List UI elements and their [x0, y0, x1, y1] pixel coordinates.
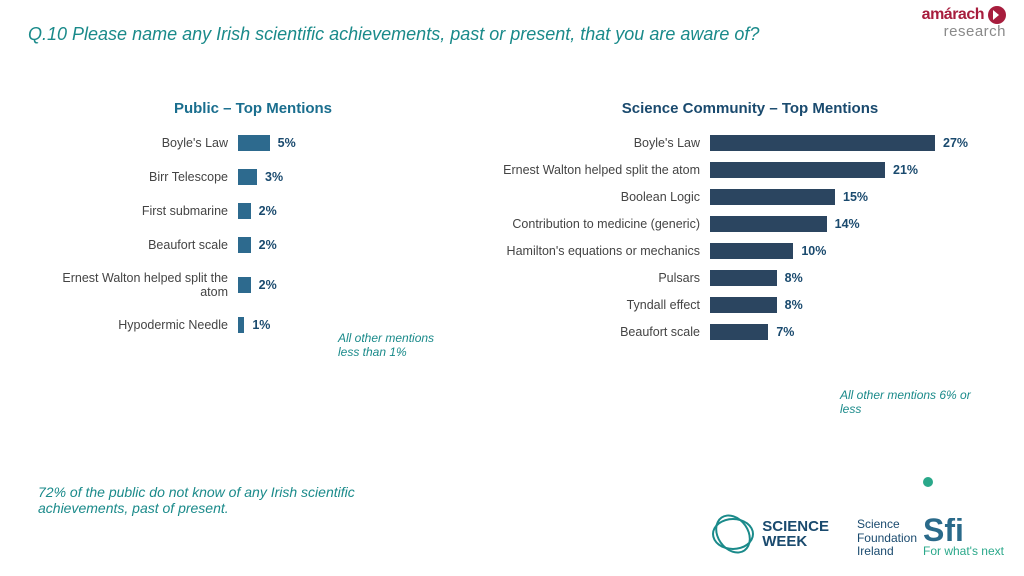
bar-label: Birr Telescope	[38, 170, 238, 184]
question-title: Q.10 Please name any Irish scientific ac…	[28, 24, 878, 45]
sfi-tag: For what's next	[923, 544, 1004, 558]
bar-label: Beaufort scale	[500, 325, 710, 339]
bar	[710, 216, 827, 232]
bar	[710, 297, 777, 313]
bar-value: 2%	[251, 278, 277, 292]
sfi-dot-icon	[923, 477, 933, 487]
bar	[710, 324, 768, 340]
bar-row: Tyndall effect 8%	[500, 297, 1000, 313]
footer-logos: SCIENCE WEEK Science Foundation Ireland …	[708, 477, 1004, 558]
bar-value: 8%	[777, 298, 803, 312]
bar-label: Boolean Logic	[500, 190, 710, 204]
bar-row: Beaufort scale 7%	[500, 324, 1000, 340]
bar-value: 10%	[793, 244, 826, 258]
bar-value: 7%	[768, 325, 794, 339]
bar-row: Boyle's Law 27%	[500, 135, 1000, 151]
sfi-big: Sfi	[923, 518, 1004, 544]
public-chart-footnote: All other mentions less than 1%	[338, 331, 458, 359]
bar	[710, 135, 935, 151]
bar-value: 5%	[270, 136, 296, 150]
sfi-l1: Science	[857, 517, 900, 531]
bar-value: 15%	[835, 190, 868, 204]
bar-label: Hamilton's equations or mechanics	[500, 244, 710, 258]
bar-label: Hypodermic Needle	[38, 318, 238, 332]
bar-value: 8%	[777, 271, 803, 285]
sfi-l2: Foundation	[857, 531, 917, 545]
bar-label: Boyle's Law	[500, 136, 710, 150]
bar-row: Boyle's Law 5%	[38, 135, 468, 151]
science-chart-rows: Boyle's Law 27% Ernest Walton helped split…	[500, 135, 1000, 340]
sfi-l3: Ireland	[857, 544, 894, 558]
bar-label: Ernest Walton helped split the atom	[500, 163, 710, 177]
bar	[238, 277, 251, 293]
bar	[710, 243, 793, 259]
science-chart-title: Science Community – Top Mentions	[500, 100, 1000, 117]
public-chart-title: Public – Top Mentions	[38, 100, 468, 117]
science-chart: Science Community – Top Mentions Boyle's…	[500, 100, 1000, 351]
bar	[238, 237, 251, 253]
bar	[710, 162, 885, 178]
brand-line1: amárach	[922, 6, 984, 23]
public-chart: Public – Top Mentions Boyle's Law 5% Birr …	[38, 100, 468, 351]
bar-row: First submarine 2%	[38, 203, 468, 219]
chevron-icon	[988, 6, 1006, 24]
bar-value: 21%	[885, 163, 918, 177]
amarach-logo: amárach research	[922, 6, 1006, 40]
bar-label: Beaufort scale	[38, 238, 238, 252]
public-chart-rows: Boyle's Law 5% Birr Telescope 3% First subma…	[38, 135, 468, 333]
bar	[238, 203, 251, 219]
bar	[238, 169, 257, 185]
bar-label: First submarine	[38, 204, 238, 218]
bar-row: Contribution to medicine (generic) 14%	[500, 216, 1000, 232]
bar-label: Ernest Walton helped split the atom	[38, 271, 238, 299]
brand-line2: research	[944, 23, 1006, 40]
bar-value: 14%	[827, 217, 860, 231]
science-week-logo: SCIENCE WEEK	[708, 510, 829, 558]
callout-text: 72% of the public do not know of any Iri…	[38, 484, 398, 516]
bar-row: Hamilton's equations or mechanics 10%	[500, 243, 1000, 259]
bar-row: Boolean Logic 15%	[500, 189, 1000, 205]
bar-row: Ernest Walton helped split the atom 21%	[500, 162, 1000, 178]
bar-value: 2%	[251, 238, 277, 252]
bar	[238, 135, 270, 151]
atom-icon	[708, 510, 756, 558]
science-chart-footnote: All other mentions 6% or less	[840, 388, 980, 416]
bar-label: Contribution to medicine (generic)	[500, 217, 710, 231]
bar	[710, 189, 835, 205]
sw-line2: WEEK	[762, 533, 807, 550]
bar-row: Birr Telescope 3%	[38, 169, 468, 185]
bar-value: 27%	[935, 136, 968, 150]
bar-label: Tyndall effect	[500, 298, 710, 312]
bar-label: Pulsars	[500, 271, 710, 285]
bar-value: 1%	[244, 318, 270, 332]
bar-row: Ernest Walton helped split the atom 2%	[38, 271, 468, 299]
bar-value: 3%	[257, 170, 283, 184]
bar-row: Pulsars 8%	[500, 270, 1000, 286]
bar	[710, 270, 777, 286]
bar-row: Beaufort scale 2%	[38, 237, 468, 253]
bar-value: 2%	[251, 204, 277, 218]
bar-label: Boyle's Law	[38, 136, 238, 150]
sfi-logo: Science Foundation Ireland Sfi For what'…	[857, 477, 1004, 558]
